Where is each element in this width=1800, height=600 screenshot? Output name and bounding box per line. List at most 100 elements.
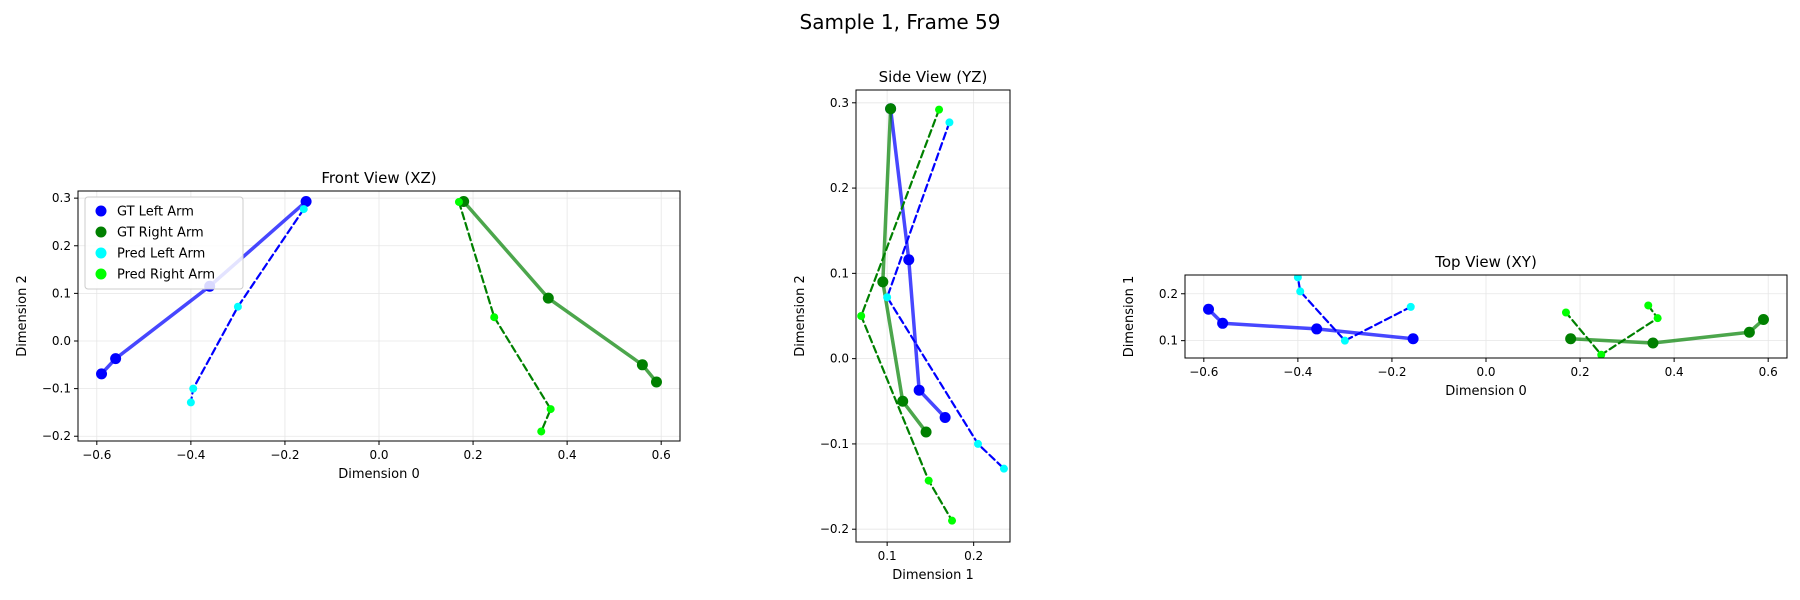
legend-label-gt-right-arm: GT Right Arm bbox=[117, 226, 204, 241]
top-series-pred-left-arm-point bbox=[1340, 336, 1349, 345]
top-xtick-label: 0.0 bbox=[1476, 365, 1495, 379]
front-xtick-label: 0.4 bbox=[558, 448, 577, 462]
side-series-pred-right-arm-point bbox=[857, 312, 866, 320]
top-ytick-label: 0.1 bbox=[1159, 334, 1178, 348]
front-title: Front View (XZ) bbox=[321, 169, 436, 187]
top-series-gt-left-arm-point bbox=[1217, 317, 1229, 329]
front-ytick-label: 0.0 bbox=[52, 334, 71, 348]
side-series-pred-left-arm-point bbox=[945, 118, 954, 127]
side-series-pred-right-arm-point bbox=[935, 105, 944, 114]
front-ytick-label: −0.1 bbox=[42, 382, 71, 396]
top-series-pred-right-arm-point bbox=[1561, 308, 1570, 317]
top-series-gt-right-arm-point bbox=[1565, 333, 1577, 345]
side-series-gt-right-arm-point bbox=[920, 426, 932, 438]
side-series-gt-right-arm-line bbox=[881, 107, 928, 434]
front-series-pred-right-arm-point bbox=[546, 405, 555, 414]
side-series-pred-right-arm-point bbox=[924, 476, 933, 485]
front-series-pred-left-arm-point bbox=[189, 384, 198, 393]
top-series-pred-right-arm-point bbox=[1597, 350, 1606, 358]
front-series-gt-right-arm-point bbox=[636, 359, 648, 371]
side-ylabel: Dimension 2 bbox=[793, 275, 808, 357]
top-series-gt-left-arm-point bbox=[1311, 323, 1323, 335]
top-xtick-label: 0.6 bbox=[1759, 365, 1778, 379]
front-plot-area bbox=[96, 195, 662, 436]
top-series-pred-left-arm-line bbox=[1296, 276, 1412, 342]
top-series-gt-left-arm-point bbox=[1407, 333, 1419, 345]
side-series-gt-right-arm-point bbox=[897, 395, 909, 407]
front-series-gt-right-arm-point bbox=[542, 292, 554, 304]
top-plot-area bbox=[1203, 275, 1769, 358]
front-xtick-label: 0.0 bbox=[369, 448, 388, 462]
top-series-pred-right-arm-point bbox=[1653, 314, 1662, 323]
side-xtick-label: 0.1 bbox=[878, 549, 897, 563]
side-series-pred-left-arm-line bbox=[886, 121, 1006, 470]
side-series-gt-right-arm-point bbox=[877, 276, 889, 288]
front-series-pred-left-arm-point bbox=[186, 398, 195, 407]
front-ytick-label: −0.2 bbox=[42, 429, 71, 443]
top-xtick-label: 0.4 bbox=[1665, 365, 1684, 379]
side-series-pred-right-arm-point bbox=[948, 516, 957, 525]
front-series-gt-right-arm-point bbox=[650, 376, 662, 388]
front-xtick-label: −0.6 bbox=[82, 448, 111, 462]
front-series-gt-left-arm-point bbox=[300, 195, 312, 207]
front-series-pred-left-arm-line bbox=[189, 207, 305, 404]
top-view-chart: −0.6 −0.4 −0.2 0.0 0.2 0.4 0.6 0.1 0.2 Top View (… bbox=[1122, 253, 1788, 399]
side-ytick-label: 0.0 bbox=[830, 352, 849, 366]
side-xlabel: Dimension 1 bbox=[892, 568, 974, 583]
side-ytick-label: −0.1 bbox=[820, 437, 849, 451]
side-xtick-label: 0.2 bbox=[964, 549, 983, 563]
side-view-chart: 0.1 0.2 −0.2 −0.1 0.0 0.1 0.2 0.3 Side View (YZ)… bbox=[793, 68, 1011, 583]
top-title: Top View (XY) bbox=[1434, 253, 1537, 271]
top-series-pred-right-arm-point bbox=[1644, 301, 1653, 310]
side-series-pred-left-arm-point bbox=[973, 439, 982, 448]
top-series-gt-right-arm-point bbox=[1743, 326, 1755, 338]
top-series-gt-right-arm-point bbox=[1757, 314, 1769, 326]
side-ytick-label: −0.2 bbox=[820, 522, 849, 536]
side-ytick-label: 0.2 bbox=[830, 181, 849, 195]
side-title: Side View (YZ) bbox=[879, 68, 988, 86]
legend-label-gt-left-arm: GT Left Arm bbox=[117, 205, 194, 220]
top-xtick-label: −0.6 bbox=[1189, 365, 1218, 379]
top-series-gt-left-arm-line bbox=[1206, 307, 1415, 341]
top-series-gt-right-arm-line bbox=[1568, 317, 1766, 345]
front-series-pred-left-arm-point bbox=[299, 205, 308, 214]
legend-box bbox=[84, 196, 244, 290]
front-xtick-label: −0.4 bbox=[176, 448, 205, 462]
top-series-gt-left-arm-point bbox=[1203, 303, 1215, 315]
top-series-pred-right-arm-line bbox=[1564, 304, 1659, 356]
legend-marker-pred-right-arm bbox=[95, 268, 107, 280]
side-series-pred-left-arm-point bbox=[883, 293, 892, 302]
legend: GT Left Arm GT Right Arm Pred Left Arm Pred… bbox=[84, 196, 244, 290]
side-series-gt-right-arm-point bbox=[885, 103, 897, 115]
top-series-pred-left-arm-point bbox=[1293, 275, 1302, 282]
front-series-pred-right-arm-point bbox=[537, 427, 546, 436]
side-ytick-label: 0.1 bbox=[830, 266, 849, 280]
front-series-pred-right-arm-line bbox=[457, 200, 552, 433]
legend-marker-gt-right-arm bbox=[95, 226, 107, 238]
legend-marker-pred-left-arm bbox=[95, 247, 107, 259]
side-series-gt-left-arm-point bbox=[913, 384, 925, 396]
side-series-pred-left-arm-point bbox=[999, 464, 1008, 473]
legend-label-pred-left-arm: Pred Left Arm bbox=[117, 247, 205, 262]
side-series-gt-left-arm-point bbox=[903, 254, 915, 266]
side-series-gt-left-arm-line bbox=[888, 107, 947, 420]
figure-title: Sample 1, Frame 59 bbox=[800, 10, 1001, 34]
front-series-pred-left-arm-point bbox=[233, 302, 242, 311]
top-xtick-label: 0.2 bbox=[1571, 365, 1590, 379]
top-xlabel: Dimension 0 bbox=[1445, 384, 1527, 399]
top-series-pred-left-arm-point bbox=[1406, 302, 1415, 311]
side-series-pred-right-arm-line bbox=[860, 108, 954, 522]
side-ytick-label: 0.3 bbox=[830, 96, 849, 110]
top-ylabel: Dimension 1 bbox=[1122, 276, 1137, 358]
top-series-pred-left-arm-point bbox=[1296, 287, 1305, 296]
top-xtick-label: −0.4 bbox=[1283, 365, 1312, 379]
front-xtick-label: 0.2 bbox=[464, 448, 483, 462]
front-series-gt-left-arm-point bbox=[96, 368, 108, 380]
front-series-gt-left-arm-point bbox=[110, 353, 122, 365]
front-ytick-label: 0.2 bbox=[52, 239, 71, 253]
front-series-pred-right-arm-point bbox=[490, 313, 499, 322]
front-ylabel: Dimension 2 bbox=[15, 275, 30, 357]
side-axes-frame bbox=[855, 89, 1011, 543]
front-xtick-label: −0.2 bbox=[270, 448, 299, 462]
top-ytick-label: 0.2 bbox=[1159, 287, 1178, 301]
